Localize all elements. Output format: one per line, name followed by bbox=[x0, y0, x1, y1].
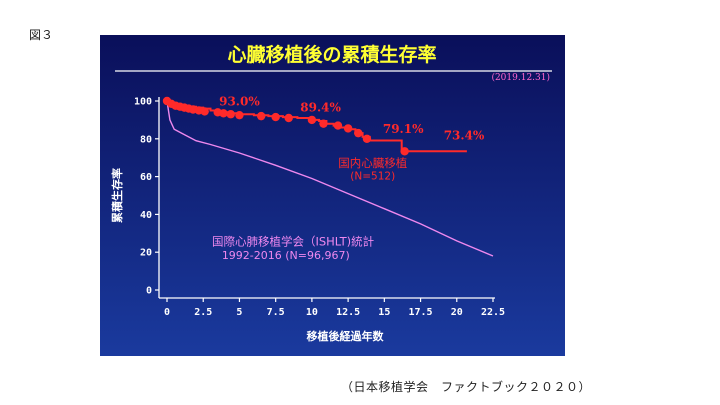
domestic-data-point bbox=[284, 113, 293, 123]
domestic-series-label: 国内心臓移植 bbox=[338, 156, 407, 170]
x-tick-label: 5 bbox=[236, 307, 242, 318]
x-tick-label: 10 bbox=[306, 307, 318, 318]
domestic-data-point bbox=[319, 119, 328, 128]
domestic-data-point bbox=[333, 121, 343, 130]
domestic-data-point bbox=[271, 112, 280, 122]
survival-chart: 心臓移植後の累積生存率 (2019.12.31) 累積生存率 移植後経過年数 0… bbox=[100, 35, 565, 356]
domestic-data-point bbox=[400, 147, 409, 156]
x-tick-label: 22.5 bbox=[481, 307, 505, 318]
domestic-data-point bbox=[200, 107, 209, 116]
domestic-series-sublabel: (N=512) bbox=[350, 170, 395, 182]
figure-label: 図３ bbox=[29, 28, 54, 42]
slide-background bbox=[100, 35, 565, 356]
date-label: (2019.12.31) bbox=[491, 72, 550, 83]
ishlt-series-sublabel: 1992-2016 (N=96,967) bbox=[222, 249, 350, 262]
domestic-data-point bbox=[354, 128, 363, 138]
survival-annotation: 89.4% bbox=[300, 100, 341, 114]
y-tick-label: 80 bbox=[140, 134, 152, 145]
x-tick-label: 2.5 bbox=[194, 307, 212, 318]
ishlt-series-line bbox=[166, 100, 494, 257]
domestic-data-point bbox=[235, 110, 244, 120]
x-tick-label: 12.5 bbox=[336, 307, 360, 318]
domestic-data-point bbox=[343, 124, 353, 133]
survival-annotation: 73.4% bbox=[444, 129, 485, 143]
x-tick-label: 0 bbox=[164, 307, 170, 318]
x-tick-label: 17.5 bbox=[409, 307, 433, 318]
y-tick-label: 40 bbox=[140, 210, 152, 221]
x-tick-label: 15 bbox=[378, 307, 390, 318]
x-axis-label: 移植後経過年数 bbox=[307, 329, 385, 343]
domestic-data-point bbox=[219, 109, 228, 118]
survival-annotation: 79.1% bbox=[383, 122, 424, 136]
source-note: （日本移植学会 ファクトブック２０２０） bbox=[341, 380, 592, 394]
domestic-data-point bbox=[307, 115, 317, 125]
y-tick-label: 60 bbox=[140, 172, 152, 183]
x-tick-label: 20 bbox=[451, 307, 463, 318]
y-tick-label: 0 bbox=[146, 286, 152, 297]
domestic-data-point bbox=[362, 134, 372, 143]
ishlt-series-label: 国際心肺移植学会（ISHLT)統計 bbox=[212, 235, 374, 249]
x-tick-label: 7.5 bbox=[267, 307, 285, 318]
y-tick-label: 100 bbox=[134, 97, 152, 108]
y-tick-label: 20 bbox=[140, 248, 152, 259]
chart-title: 心臓移植後の累積生存率 bbox=[227, 43, 436, 66]
domestic-data-point bbox=[226, 110, 235, 119]
chart-slide: 心臓移植後の累積生存率 (2019.12.31) 累積生存率 移植後経過年数 0… bbox=[100, 35, 565, 356]
domestic-data-point bbox=[256, 111, 266, 121]
survival-annotation: 93.0% bbox=[219, 95, 260, 109]
y-axis-label: 累積生存率 bbox=[110, 168, 124, 223]
